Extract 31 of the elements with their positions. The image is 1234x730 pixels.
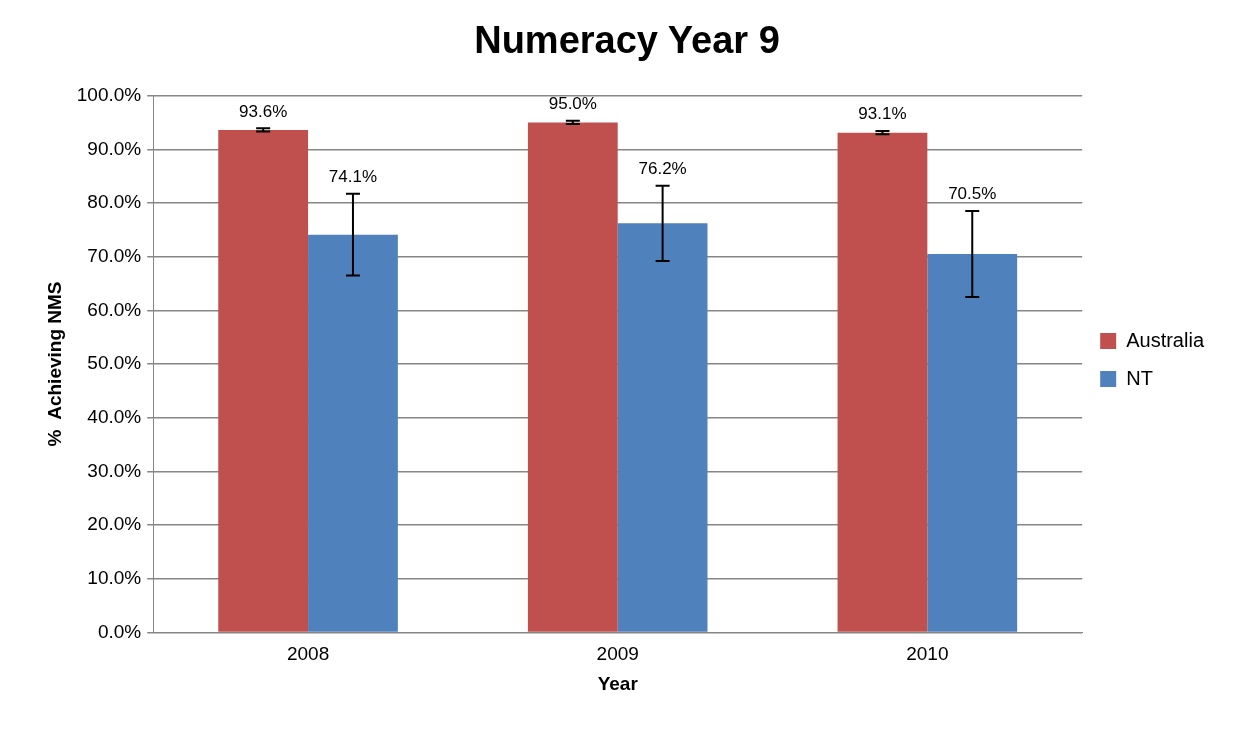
y-tick-label: 40.0% xyxy=(87,405,142,427)
y-tick-label: 30.0% xyxy=(87,459,142,481)
x-tick-label: 2010 xyxy=(906,643,949,665)
bar xyxy=(218,129,309,632)
data-label: 93.1% xyxy=(858,104,907,124)
y-tick-label: 100.0% xyxy=(76,83,142,105)
y-tick-label: 70.0% xyxy=(87,244,142,266)
bar xyxy=(527,122,618,632)
bar xyxy=(927,253,1018,632)
y-tick-label: 80.0% xyxy=(87,191,142,213)
legend-label: NT xyxy=(1126,366,1153,389)
bar xyxy=(617,223,708,632)
data-label: 74.1% xyxy=(328,167,378,187)
data-label: 95.0% xyxy=(548,94,597,114)
x-tick-label: 2008 xyxy=(286,643,330,665)
y-tick-label: 60.0% xyxy=(87,298,142,320)
y-tick-label: 20.0% xyxy=(87,513,142,535)
x-axis-title: Year xyxy=(597,672,639,694)
y-axis-title: % Achieving NMS xyxy=(43,281,65,447)
bar xyxy=(308,234,398,632)
chart-title: Numeracy Year 9 xyxy=(474,19,780,62)
data-label: 76.2% xyxy=(638,158,687,178)
bar xyxy=(837,132,928,632)
data-label: 70.5% xyxy=(948,184,997,204)
y-tick-label: 0.0% xyxy=(97,620,142,642)
y-tick-label: 50.0% xyxy=(87,352,142,374)
y-tick-label: 10.0% xyxy=(87,566,142,588)
legend-label: Australia xyxy=(1126,328,1205,351)
x-tick-label: 2009 xyxy=(596,643,639,665)
y-tick-label: 90.0% xyxy=(87,137,142,159)
data-label: 93.6% xyxy=(239,101,288,121)
